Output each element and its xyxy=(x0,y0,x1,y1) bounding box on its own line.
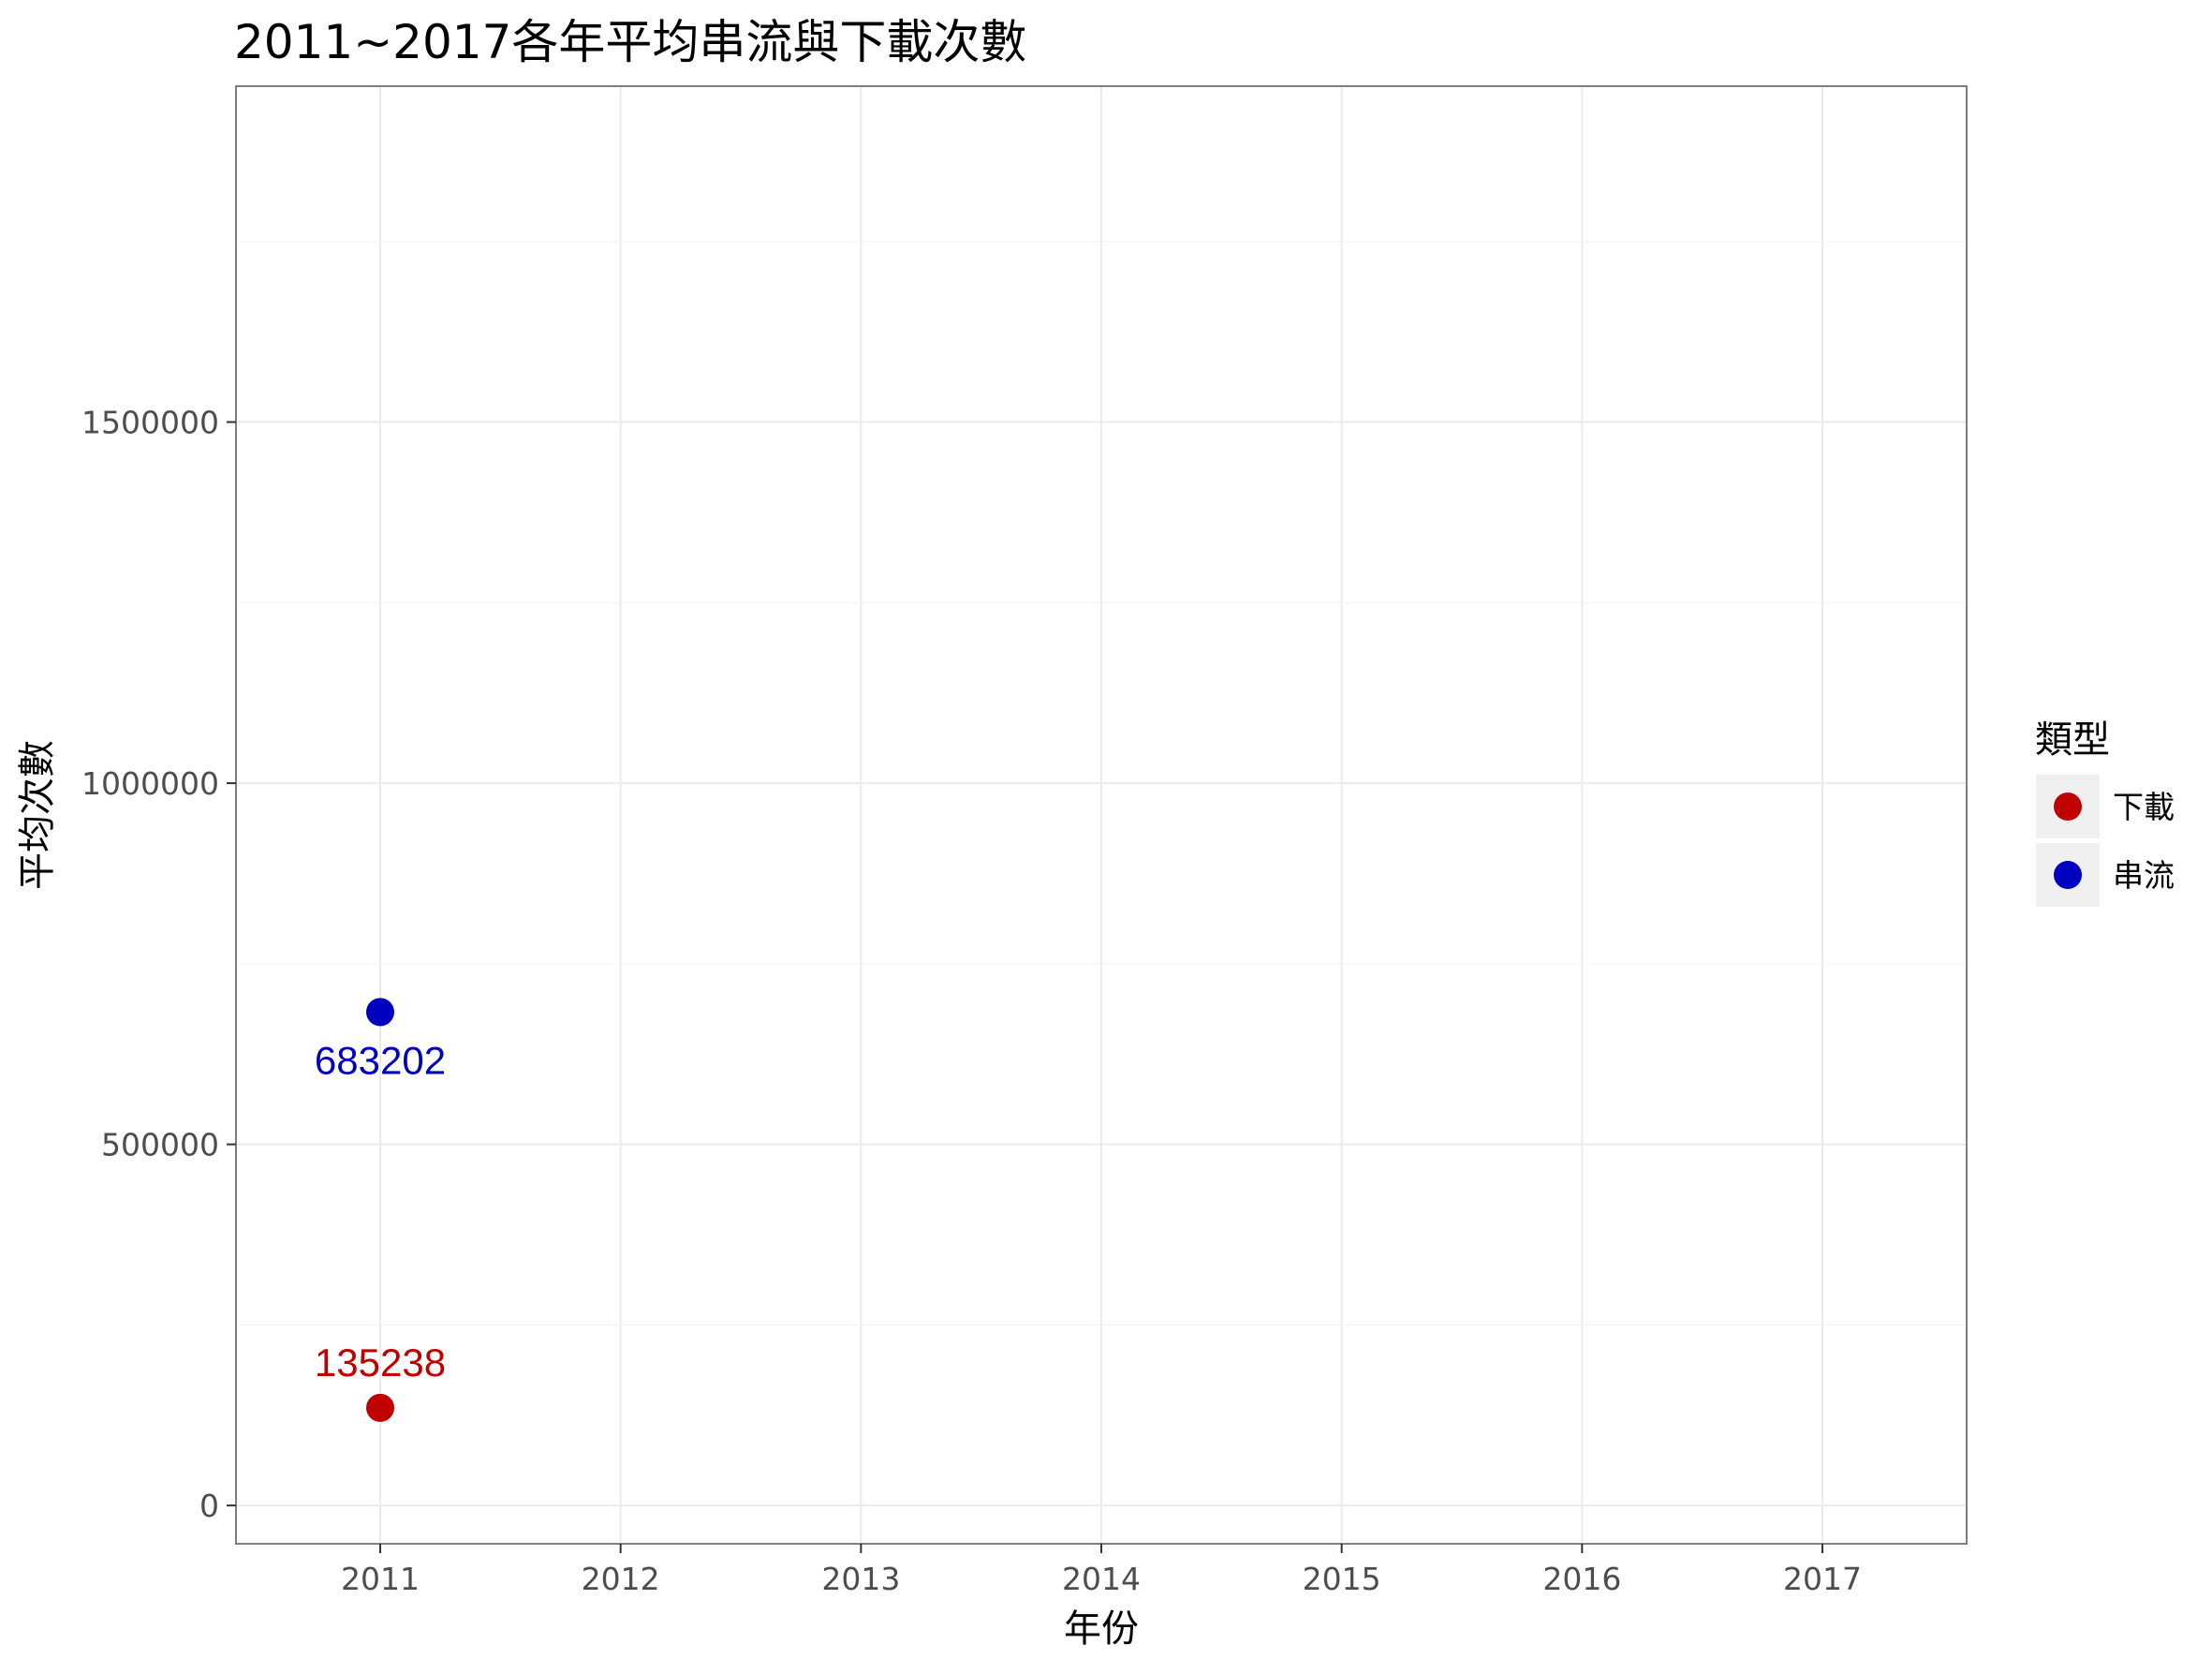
data-points: 135238 683202 xyxy=(315,998,446,1422)
data-label: 135238 xyxy=(315,1341,446,1385)
data-point xyxy=(366,1393,394,1422)
x-tick-label: 2011 xyxy=(341,1561,420,1597)
x-tick-label: 2013 xyxy=(821,1561,900,1597)
x-axis-title: 年份 xyxy=(1064,1607,1139,1651)
y-tick-label: 500000 xyxy=(101,1127,219,1163)
x-tick-label: 2015 xyxy=(1303,1561,1381,1597)
y-tick-label: 1000000 xyxy=(81,765,219,802)
x-axis: 2011 2012 2013 2014 2015 2016 2017 xyxy=(341,1544,1862,1597)
data-label: 683202 xyxy=(315,1038,446,1082)
x-tick-label: 2012 xyxy=(582,1561,660,1597)
y-axis: 0 500000 1000000 1500000 xyxy=(81,405,236,1524)
x-tick-label: 2014 xyxy=(1062,1561,1141,1597)
chart-title: 2011~2017各年平均串流與下載次數 xyxy=(234,15,1026,69)
y-tick-label: 1500000 xyxy=(81,405,219,441)
legend-key-dot xyxy=(2054,792,2082,821)
grid xyxy=(236,86,1967,1544)
x-tick-label: 2016 xyxy=(1542,1561,1621,1597)
legend-label: 下載 xyxy=(2113,789,2175,825)
y-tick-label: 0 xyxy=(199,1488,219,1524)
x-tick-label: 2017 xyxy=(1783,1561,1862,1597)
legend-title: 類型 xyxy=(2035,718,2110,762)
legend-label: 串流 xyxy=(2113,857,2175,894)
y-axis-title: 平均次數 xyxy=(16,740,59,890)
legend-key-dot xyxy=(2054,861,2082,889)
data-point xyxy=(366,998,394,1027)
